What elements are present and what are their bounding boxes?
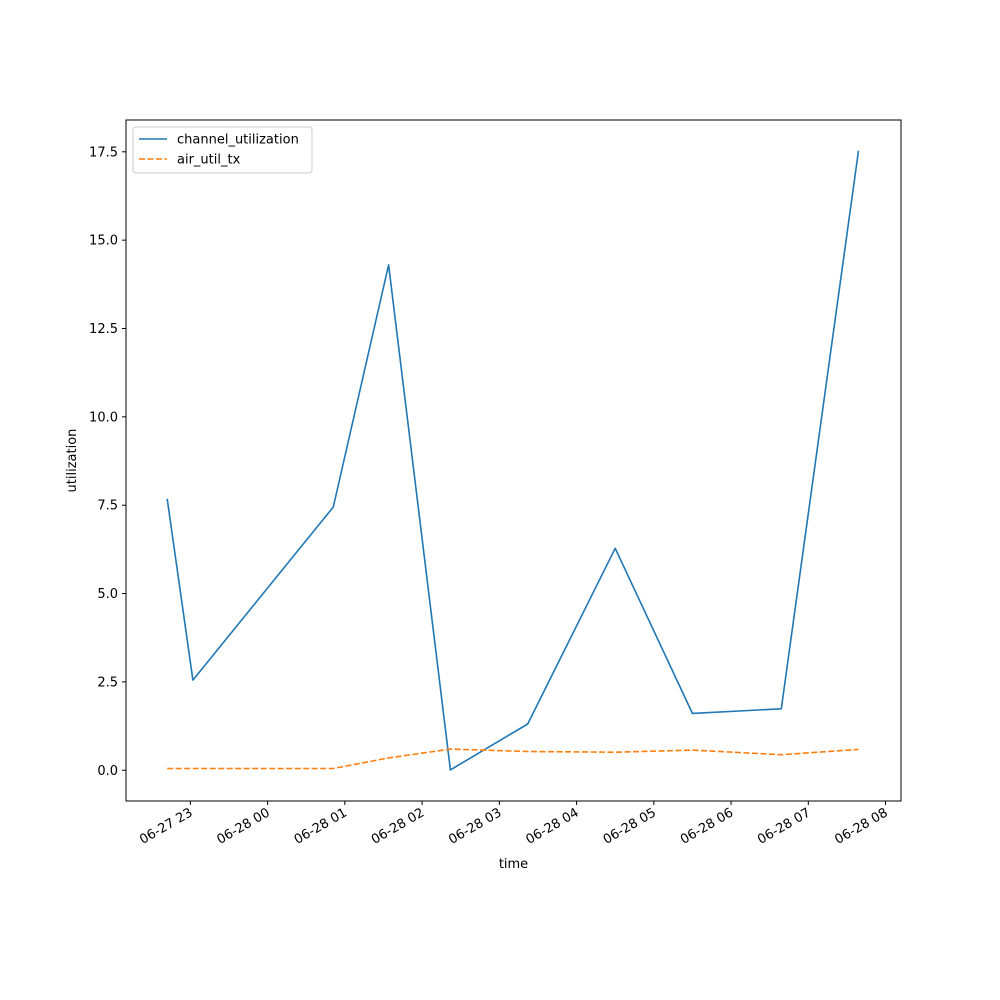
plot-frame — [125, 119, 902, 802]
y-tick-label: 15.0 — [89, 234, 118, 249]
y-axis-label: utilization — [65, 429, 80, 493]
y-tick-label: 5.0 — [97, 587, 118, 602]
y-tick-label: 7.5 — [97, 499, 118, 514]
legend: channel_utilization air_util_tx — [132, 126, 313, 174]
series-line-air-util-tx — [167, 748, 859, 770]
plot-lines — [166, 150, 860, 771]
legend-box — [132, 126, 313, 174]
legend-label: channel_utilization — [177, 133, 299, 148]
y-tick-label: 0.0 — [97, 764, 118, 779]
legend-label: air_util_tx — [177, 153, 241, 168]
y-tick-label: 17.5 — [89, 145, 118, 160]
series-line-channel-utilization — [166, 150, 860, 771]
y-axis: 0.0 2.5 5.0 7.5 10.0 12.5 15.0 17.5 — [89, 145, 126, 779]
y-tick-label: 10.0 — [89, 410, 118, 425]
x-axis-label: time — [499, 857, 528, 872]
y-tick-label: 2.5 — [97, 675, 118, 690]
y-tick-label: 12.5 — [89, 322, 118, 337]
